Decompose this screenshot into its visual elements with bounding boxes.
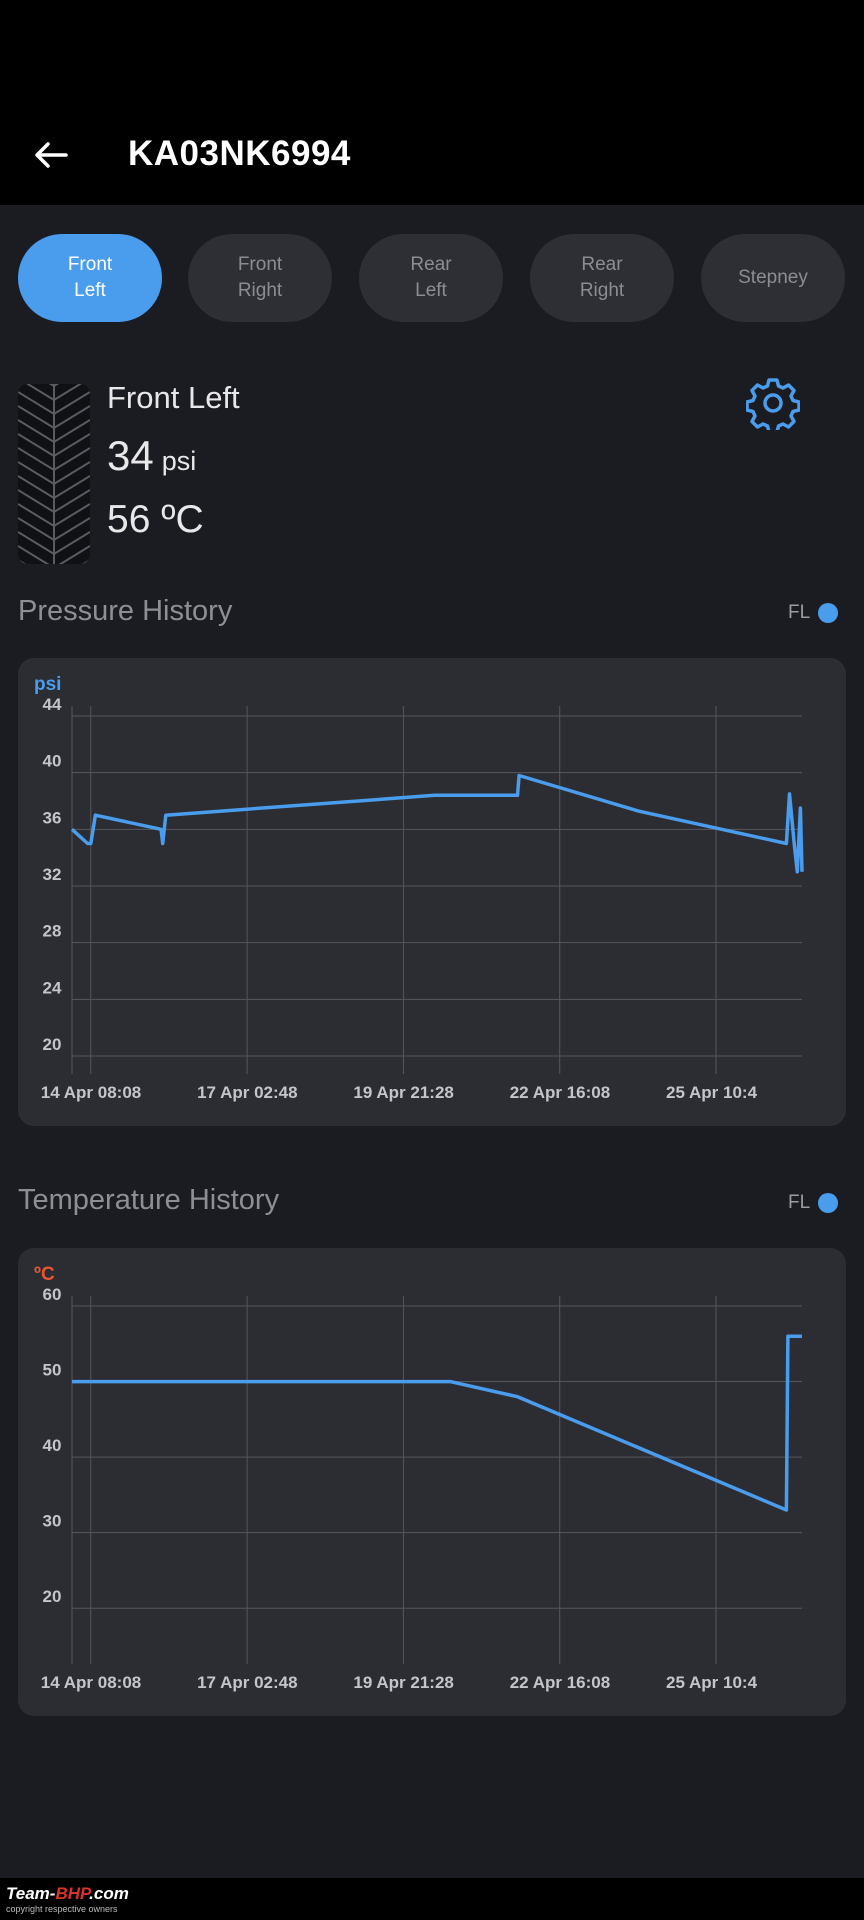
x-tick-label: 22 Apr 16:08	[510, 1083, 610, 1102]
tab-label: Front Left	[67, 254, 113, 301]
tab-stepney[interactable]: Stepney	[701, 234, 845, 322]
y-tick-label: 50	[43, 1361, 62, 1380]
y-tick-label: 30	[43, 1512, 62, 1531]
x-tick-label: 14 Apr 08:08	[41, 1083, 141, 1102]
tab-rear-right[interactable]: Rear Right	[530, 234, 674, 322]
tab-label: Rear Right	[579, 254, 625, 301]
y-tick-label: 24	[43, 978, 62, 997]
pressure-value: 34	[107, 432, 154, 479]
x-tick-label: 17 Apr 02:48	[197, 1673, 297, 1692]
y-tick-label: 20	[43, 1035, 62, 1054]
y-tick-label: 60	[43, 1285, 62, 1304]
temperature-chart-card: ºC 60 50 40 30 20 14 Apr 08:08 17 Apr 02:48 19 A…	[18, 1248, 846, 1716]
x-tick-label: 19 Apr 21:28	[353, 1673, 453, 1692]
x-tick-label: 17 Apr 02:48	[197, 1083, 297, 1102]
y-tick-label: 36	[43, 808, 62, 827]
y-tick-label: 32	[43, 865, 62, 884]
temperature-legend[interactable]: FL	[788, 1192, 839, 1214]
app-bar: KA03NK6994	[0, 110, 864, 205]
page-title: KA03NK6994	[128, 134, 351, 173]
pressure-history-title: Pressure History	[18, 595, 233, 627]
y-tick-label: 40	[43, 1436, 62, 1455]
x-tick-label: 25 Apr 10:4	[666, 1673, 758, 1692]
temperature-reading: 56 ºC	[107, 498, 204, 541]
legend-label: FL	[788, 1192, 811, 1213]
pressure-legend[interactable]: FL	[788, 602, 839, 624]
series-line-fl	[70, 773, 804, 874]
tab-label: Rear Left	[410, 254, 452, 301]
tab-label: Stepney	[738, 267, 808, 288]
tab-rear-left[interactable]: Rear Left	[359, 234, 503, 322]
pressure-reading: 34 psi	[107, 432, 196, 480]
temperature-history-title: Temperature History	[18, 1184, 280, 1216]
x-tick-label: 14 Apr 08:08	[41, 1673, 141, 1692]
tyre-name: Front Left	[107, 380, 240, 415]
arrow-left-icon[interactable]	[28, 132, 74, 178]
y-tick-label: 44	[43, 695, 62, 714]
watermark-bar: Team-BHP.com copyright respective owners	[0, 1878, 864, 1920]
tyre-tread-icon	[18, 384, 90, 564]
unit-label: psi	[34, 674, 61, 695]
legend-dot	[818, 1193, 839, 1213]
y-tick-label: 20	[43, 1587, 62, 1606]
team-bhp-logo: Team-BHP.com	[6, 1884, 129, 1903]
x-tick-label: 25 Apr 10:4	[666, 1083, 758, 1102]
y-tick-label: 28	[43, 922, 62, 941]
copyright-text: copyright respective owners	[6, 1904, 118, 1914]
y-tick-label: 40	[43, 752, 62, 771]
legend-label: FL	[788, 602, 811, 623]
x-tick-label: 22 Apr 16:08	[510, 1673, 610, 1692]
pressure-chart-card: psi 44 40 36 32 28 24 20 14 Apr 08:08 17 Apr 02:4…	[18, 658, 846, 1126]
legend-dot	[818, 603, 839, 623]
unit-label: ºC	[34, 1264, 55, 1285]
gear-icon[interactable]	[746, 376, 800, 430]
status-bar	[0, 0, 864, 110]
x-tick-label: 19 Apr 21:28	[353, 1083, 453, 1102]
tab-front-right[interactable]: Front Right	[188, 234, 332, 322]
tab-label: Front Right	[237, 254, 283, 301]
tyre-tabs: Front Left Front Right Rear Left Rear Ri…	[0, 234, 864, 324]
tab-front-left[interactable]: Front Left	[18, 234, 162, 322]
series-line-fl	[72, 1334, 802, 1512]
pressure-unit: psi	[161, 446, 197, 476]
